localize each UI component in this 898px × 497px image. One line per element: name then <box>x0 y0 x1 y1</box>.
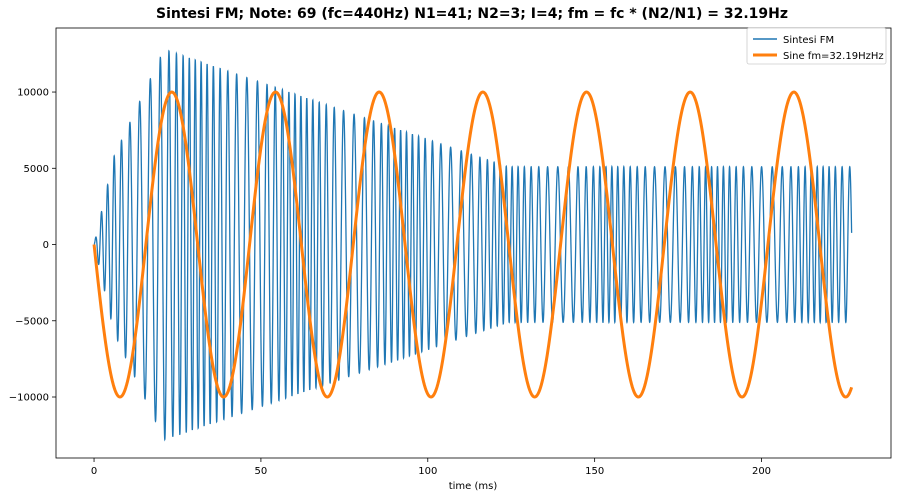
plot-frame <box>55 27 892 459</box>
legend: Sintesi FM Sine fm=32.19HzHz <box>746 27 887 65</box>
y-tick-label: 0 <box>43 240 49 251</box>
x-tick-label: 50 <box>255 466 268 477</box>
x-tick-label: 0 <box>91 466 97 477</box>
chart-title: Sintesi FM; Note: 69 (fc=440Hz) N1=41; N… <box>156 6 788 22</box>
x-tick-label: 100 <box>418 466 437 477</box>
y-tick-label: −5000 <box>15 316 49 327</box>
x-axis: 0 50 100 150 200 <box>91 458 771 477</box>
plot-lines <box>92 49 854 442</box>
legend-label-sine-fm: Sine fm=32.19HzHz <box>783 51 884 62</box>
y-tick-label: 10000 <box>17 88 49 99</box>
y-tick-label: −10000 <box>9 393 49 404</box>
y-axis: −10000 −5000 0 5000 10000 <box>9 88 56 404</box>
series-line-sine-fm <box>92 90 854 399</box>
legend-label-sintesi-fm: Sintesi FM <box>783 35 834 46</box>
x-tick-label: 200 <box>752 466 771 477</box>
legend-box <box>746 27 887 65</box>
y-tick-label: 5000 <box>24 164 49 175</box>
series-line-sintesi-fm <box>93 49 853 442</box>
x-axis-label: time (ms) <box>449 481 498 492</box>
x-tick-label: 150 <box>585 466 604 477</box>
